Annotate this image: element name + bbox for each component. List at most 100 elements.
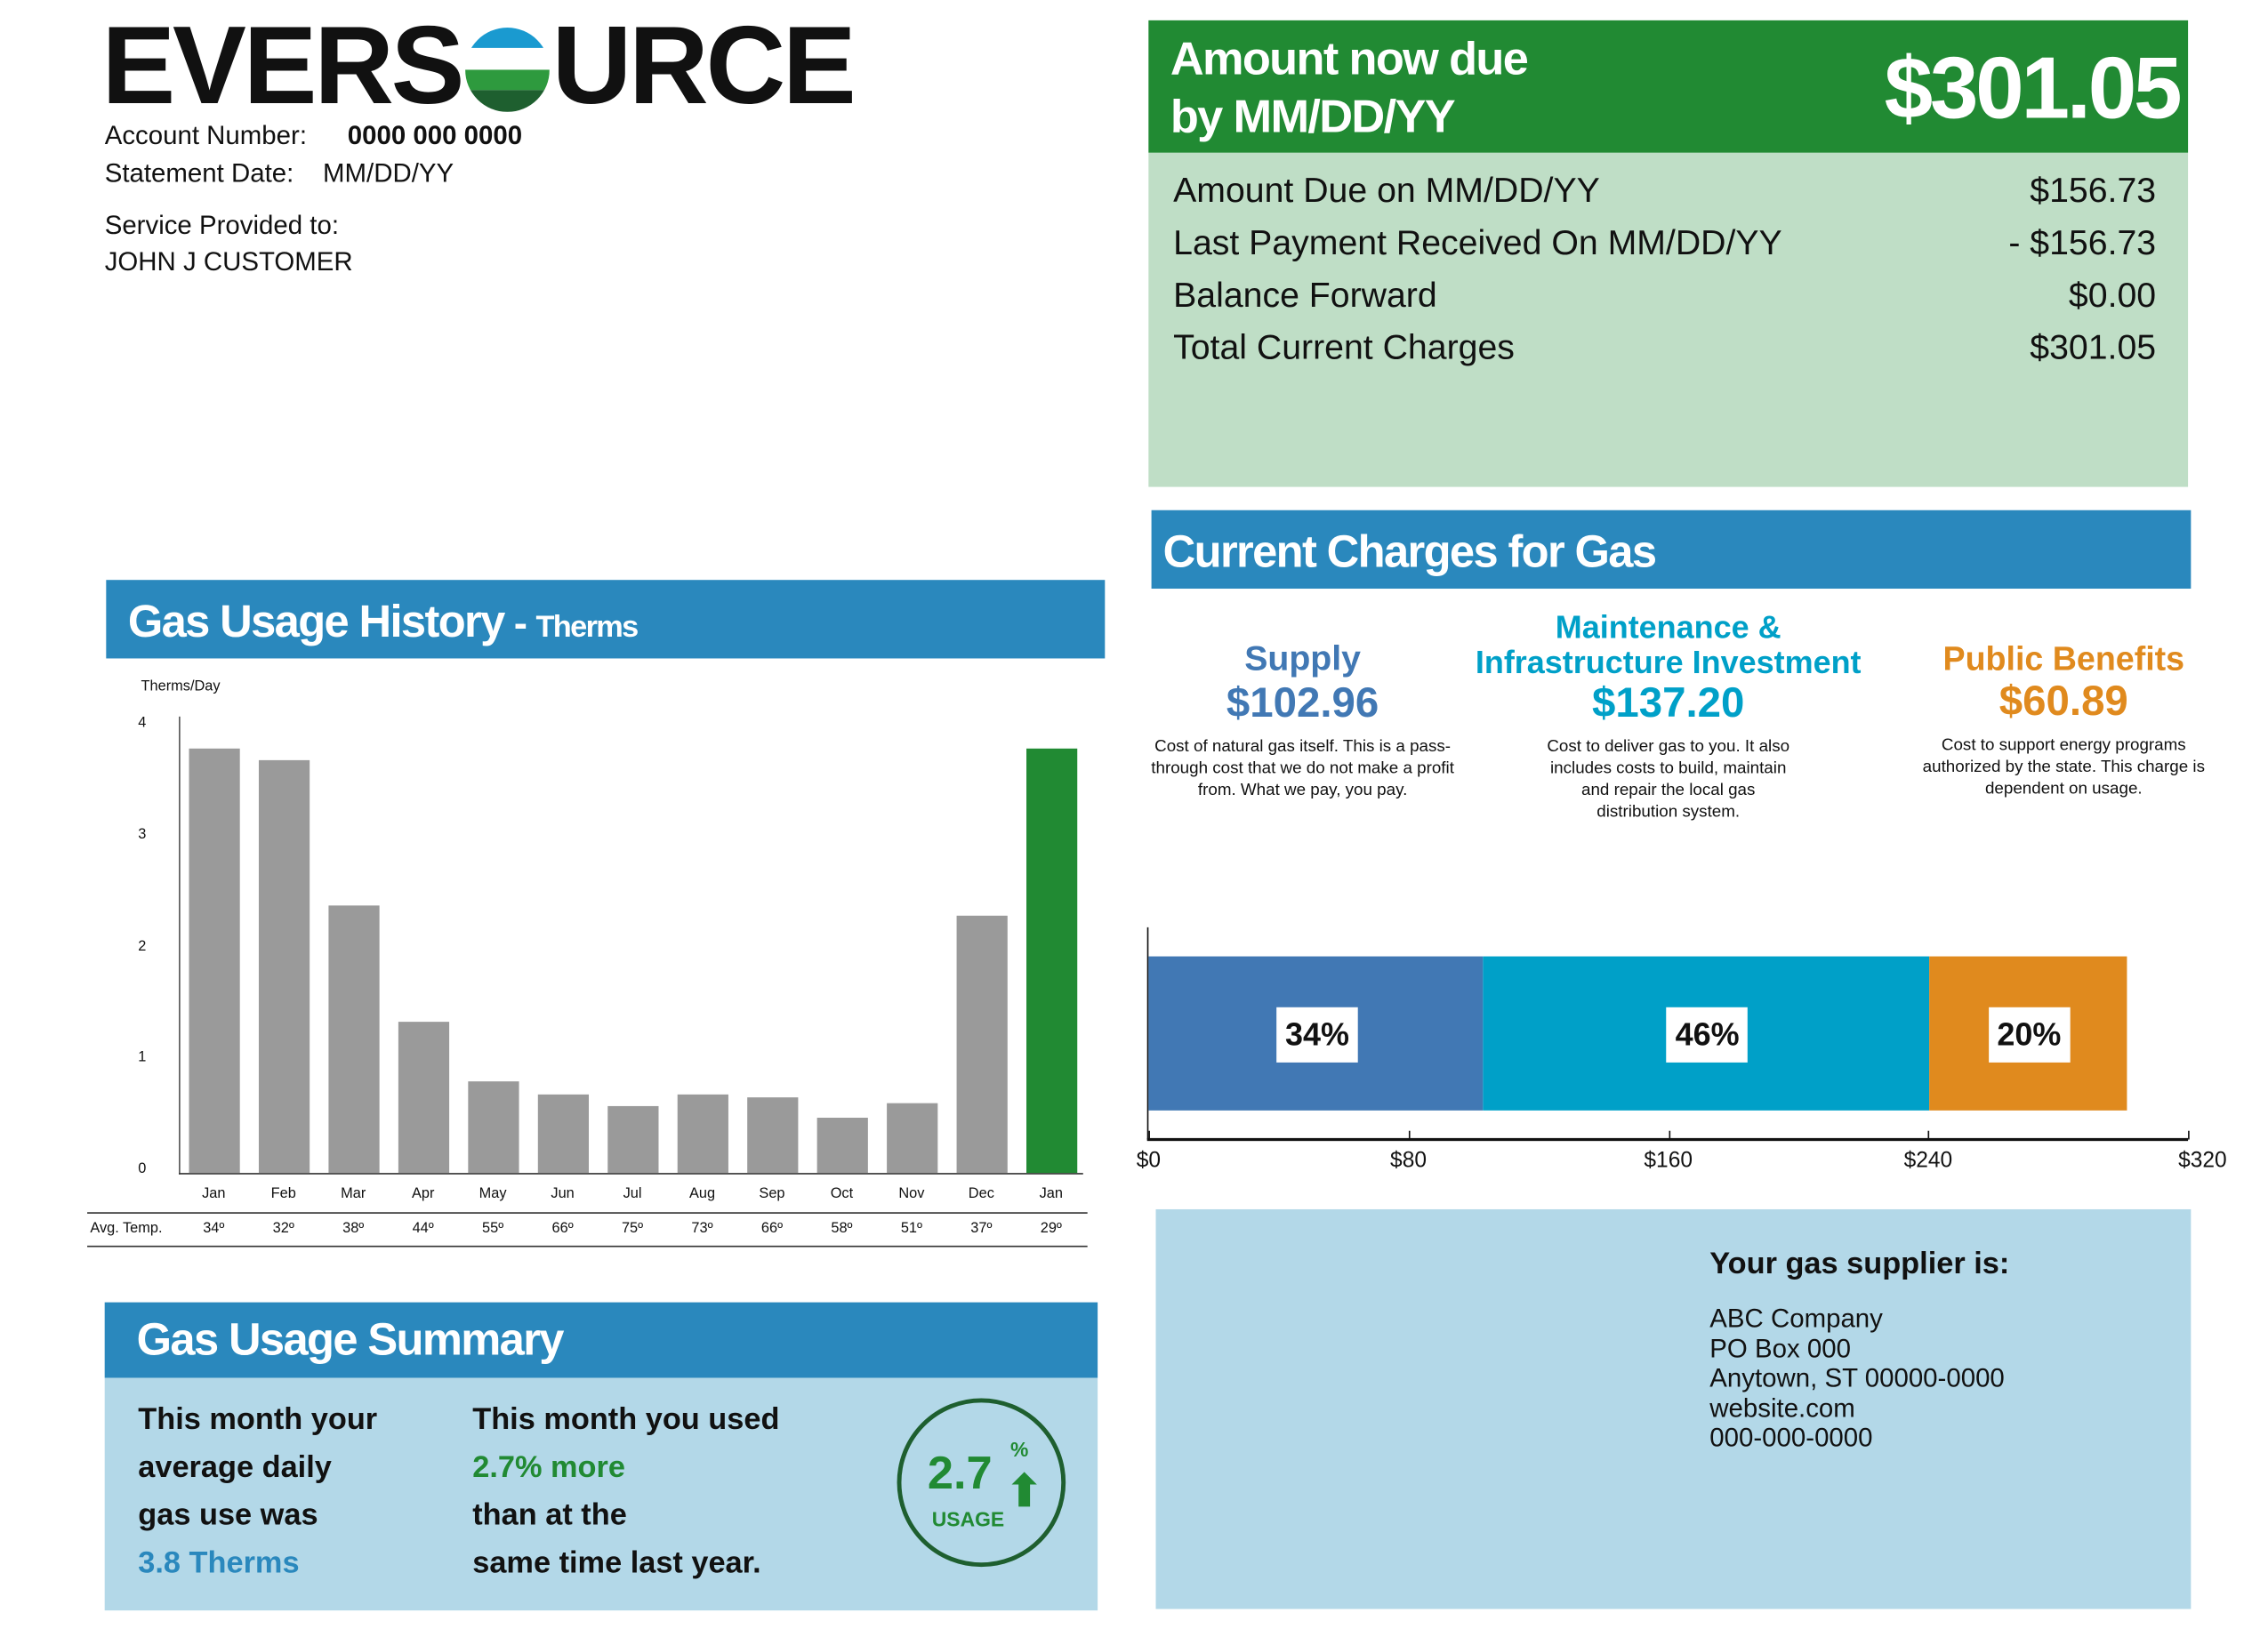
usage-bar <box>677 1095 728 1174</box>
supplier-phone: 000-000-0000 <box>1709 1423 1873 1452</box>
month-label: Jul <box>623 1185 642 1202</box>
due-row: Last Payment Received On MM/DD/YY - $156.… <box>1173 224 2156 265</box>
category-desc: Cost to support energy programs authoriz… <box>1922 736 2205 798</box>
text-line: This month your <box>138 1402 378 1436</box>
temp-label: 29º <box>1040 1221 1062 1238</box>
temp-label: 32º <box>272 1221 294 1238</box>
month-label: Dec <box>968 1185 994 1202</box>
y-axis-line <box>179 716 181 1175</box>
public-benefits-category: Public Benefits $60.89 Cost to support e… <box>1922 639 2206 800</box>
month-label: Jan <box>202 1185 226 1202</box>
x-axis-line <box>179 1173 1083 1175</box>
badge-value: 2.7 <box>927 1446 993 1499</box>
temp-label: 66º <box>760 1221 784 1238</box>
x-tick-label: $80 <box>1390 1148 1427 1174</box>
row-value: $0.00 <box>2068 276 2157 316</box>
divider <box>87 1212 1088 1214</box>
usage-summary-header: Gas Usage Summary <box>104 1302 1098 1378</box>
comparison-text: This month you used 2.7% more than at th… <box>472 1395 779 1587</box>
usage-bar <box>747 1096 799 1174</box>
temp-label: 75º <box>621 1221 644 1238</box>
usage-bar <box>189 749 240 1174</box>
usage-bar <box>816 1117 868 1174</box>
x-tick-mark <box>1408 1130 1411 1140</box>
y-axis-label: Therms/Day <box>141 678 221 695</box>
month-label: Nov <box>898 1185 925 1202</box>
usage-bar <box>956 916 1008 1174</box>
segment-percent-label: 34% <box>1276 1007 1358 1063</box>
usage-bar <box>468 1081 519 1174</box>
up-arrow-icon: ⬆ <box>1006 1467 1043 1516</box>
temp-label: 66º <box>551 1221 574 1238</box>
temp-label: 58º <box>831 1221 853 1238</box>
temp-label: 38º <box>342 1221 365 1238</box>
category-name: Supply <box>1244 639 1361 679</box>
month-label: Aug <box>688 1185 716 1202</box>
logo-text: EVERS <box>101 4 464 128</box>
month-label: Sep <box>759 1185 785 1202</box>
temp-label: 44º <box>412 1221 434 1238</box>
supplier-heading: Your gas supplier is: <box>1709 1247 2010 1281</box>
row-value: - $156.73 <box>2008 223 2157 263</box>
row-label: Balance Forward <box>1173 276 1437 316</box>
customer-name: JOHN J CUSTOMER <box>104 246 353 277</box>
amount-due-box: Amount now due by MM/DD/YY $301.05 Amoun… <box>1148 20 2189 487</box>
text-line: This month you used <box>472 1402 780 1436</box>
divider <box>87 1245 1088 1248</box>
x-tick-mark <box>2188 1130 2190 1140</box>
x-tick-mark <box>1668 1130 1670 1140</box>
y-tick-label: 3 <box>138 826 147 843</box>
y-tick-label: 2 <box>138 938 147 955</box>
x-tick-label: $320 <box>2178 1148 2227 1174</box>
supplier-address: ABC Company PO Box 000 Anytown, ST 00000… <box>1709 1304 2005 1453</box>
usage-history-unit: Therms <box>535 610 639 645</box>
category-amount: $137.20 <box>1592 679 1745 727</box>
temp-label: 37º <box>970 1221 993 1238</box>
text-line: same time last year. <box>472 1546 761 1580</box>
category-name: Public Benefits <box>1942 639 2185 678</box>
month-label: Jan <box>1039 1185 1063 1202</box>
supplier-website[interactable]: website.com <box>1709 1392 1855 1423</box>
statement-date: MM/DD/YY <box>323 158 454 188</box>
usage-bar <box>1026 749 1078 1174</box>
segment-percent-label: 46% <box>1666 1007 1749 1063</box>
x-tick-label: $160 <box>1644 1148 1693 1174</box>
y-tick-label: 4 <box>138 715 147 732</box>
supplier-name: ABC Company <box>1709 1304 1883 1333</box>
x-tick-mark <box>1148 1130 1150 1140</box>
usage-history-title: Gas Usage History <box>127 596 505 647</box>
category-desc: Cost to deliver gas to you. It also incl… <box>1547 738 1790 822</box>
temp-label: 73º <box>691 1221 713 1238</box>
row-label: Total Current Charges <box>1173 328 1515 368</box>
month-label: Feb <box>270 1185 296 1202</box>
usage-bar <box>258 759 310 1174</box>
amount-due-date: by MM/DD/YY <box>1170 90 1456 143</box>
temp-label: 34º <box>203 1221 225 1238</box>
eversource-logo: EVERS URCE <box>101 3 857 129</box>
month-label: Oct <box>830 1185 854 1202</box>
average-daily-value: 3.8 Therms <box>138 1546 300 1580</box>
average-daily-text: This month your average daily gas use wa… <box>138 1395 377 1587</box>
row-value: $156.73 <box>2030 171 2157 212</box>
month-label: Apr <box>411 1185 435 1202</box>
category-desc: Cost of natural gas itself. This is a pa… <box>1151 738 1454 800</box>
due-row: Amount Due on MM/DD/YY $156.73 <box>1173 172 2156 213</box>
account-number-row: Account Number: 0000 000 0000 <box>105 121 522 151</box>
usage-summary-body: This month your average daily gas use wa… <box>104 1377 1098 1611</box>
usage-bar <box>537 1095 590 1174</box>
segment-percent-label: 20% <box>1988 1007 2071 1063</box>
due-row: Total Current Charges $301.05 <box>1173 328 2156 369</box>
row-value: $301.05 <box>2030 328 2157 368</box>
usage-bar <box>328 905 380 1174</box>
category-amount: $60.89 <box>1999 678 2128 726</box>
usage-bar <box>607 1105 659 1174</box>
logo-text: URCE <box>551 4 857 128</box>
usage-bar <box>398 1022 450 1174</box>
amount-due-header: Amount now due by MM/DD/YY $301.05 <box>1148 20 2189 153</box>
label: Statement Date: <box>104 158 294 188</box>
amount-due-title: Amount now due <box>1170 31 1529 84</box>
service-label: Service Provided to: <box>104 211 339 240</box>
supply-category: Supply $102.96 Cost of natural gas itsel… <box>1148 639 1457 802</box>
row-label: Amount Due on MM/DD/YY <box>1173 171 1600 212</box>
